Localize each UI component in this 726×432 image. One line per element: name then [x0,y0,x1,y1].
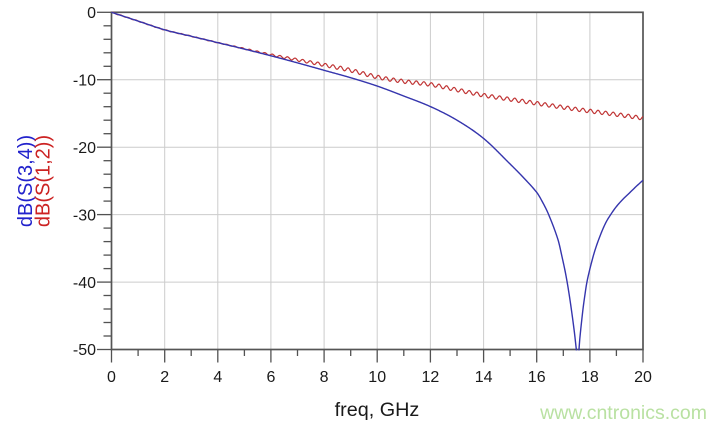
svg-text:-10: -10 [73,72,96,89]
svg-text:-30: -30 [73,207,96,224]
svg-text:4: 4 [213,369,222,386]
svg-text:10: 10 [368,369,386,386]
svg-text:www.cntronics.com: www.cntronics.com [539,402,707,424]
svg-text:dB(S(3,4)): dB(S(3,4)) [15,135,37,227]
svg-text:-40: -40 [73,275,96,292]
svg-text:-20: -20 [73,140,96,157]
svg-text:0: 0 [107,369,116,386]
svg-text:8: 8 [320,369,329,386]
svg-text:dB(S(1,2)): dB(S(1,2)) [33,135,55,227]
svg-text:18: 18 [581,369,599,386]
svg-text:0: 0 [87,5,96,22]
svg-text:-50: -50 [73,342,96,359]
svg-text:2: 2 [160,369,169,386]
svg-text:freq, GHz: freq, GHz [335,399,420,421]
svg-text:6: 6 [266,369,275,386]
svg-text:14: 14 [475,369,493,386]
svg-text:16: 16 [528,369,546,386]
svg-text:20: 20 [634,369,652,386]
svg-text:12: 12 [422,369,440,386]
